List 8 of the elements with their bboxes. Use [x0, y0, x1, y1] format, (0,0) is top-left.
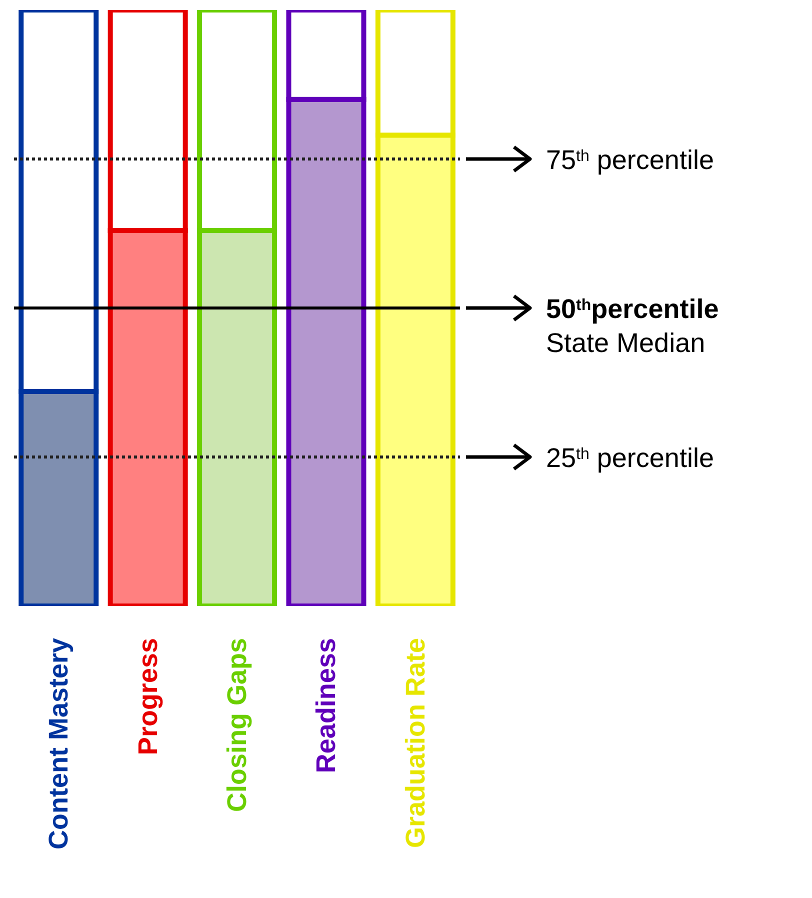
- x-tick-label: Progress: [132, 638, 163, 756]
- x-tick-label: Content Mastery: [44, 638, 74, 850]
- ref-line-label: 25$^{th}$ percentile: [546, 443, 714, 473]
- x-tick-label: Readiness: [311, 638, 342, 774]
- ref-line-label: 75$^{th}$ percentile: [546, 145, 714, 175]
- x-tick-label: Graduation Rate: [400, 638, 430, 848]
- ref-line-label: 50$^{th}$percentile State Median: [546, 294, 719, 358]
- x-tick-label: Closing Gaps: [222, 638, 252, 812]
